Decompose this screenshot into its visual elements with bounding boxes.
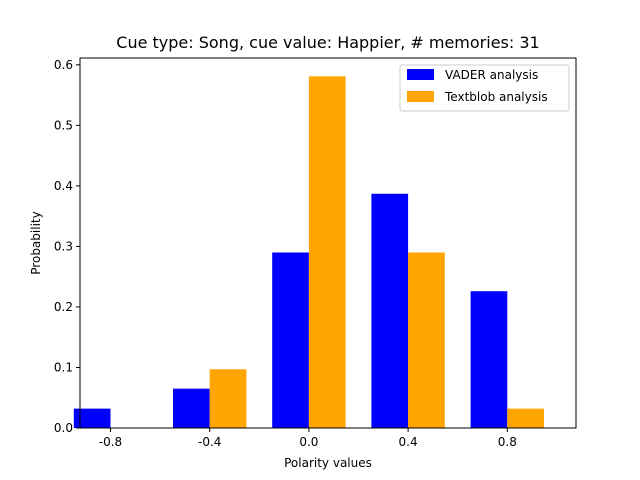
x-tick-label: 0.0	[299, 435, 318, 449]
bar-vader-2	[272, 252, 309, 428]
legend-box	[399, 64, 570, 112]
x-tick-label: 0.4	[399, 435, 418, 449]
y-axis: 0.0 0.1 0.2 0.3 0.4 0.5 0.6	[54, 58, 80, 435]
legend-label-vader: VADER analysis	[445, 68, 538, 82]
y-tick-label: 0.2	[54, 300, 73, 314]
y-tick-label: 0.3	[54, 239, 73, 253]
y-tick-label: 0.5	[54, 118, 73, 132]
bar-vader-4	[470, 291, 508, 428]
bar-textblob-2	[308, 76, 346, 428]
plot-frame	[79, 57, 577, 429]
y-tick-label: 0.1	[54, 360, 73, 374]
x-axis-label: Polarity values	[284, 456, 372, 470]
bar-vader-3	[371, 193, 409, 428]
legend-swatch-textblob	[407, 91, 434, 102]
x-tick-label: -0.4	[198, 435, 221, 449]
y-tick-label: 0.6	[54, 58, 73, 72]
x-tick-label: 0.8	[498, 435, 517, 449]
legend-label-textblob: Textblob analysis	[444, 90, 548, 104]
legend: VADER analysis Textblob analysis	[399, 64, 570, 112]
y-tick-label: 0.0	[54, 421, 73, 435]
y-tick-label: 0.4	[54, 179, 73, 193]
bar-textblob-1	[209, 369, 247, 428]
bar-vader-0	[73, 408, 111, 428]
bar-textblob-3	[408, 252, 445, 428]
x-tick-label: -0.8	[99, 435, 122, 449]
legend-swatch-vader	[407, 69, 434, 80]
bars-group	[73, 76, 544, 428]
x-axis: -0.8 -0.4 0.0 0.4 0.8	[99, 428, 517, 449]
y-axis-label: Probability	[29, 211, 43, 274]
bar-textblob-4	[507, 408, 544, 428]
bar-vader-1	[173, 388, 210, 428]
chart-title: Cue type: Song, cue value: Happier, # me…	[116, 33, 539, 52]
